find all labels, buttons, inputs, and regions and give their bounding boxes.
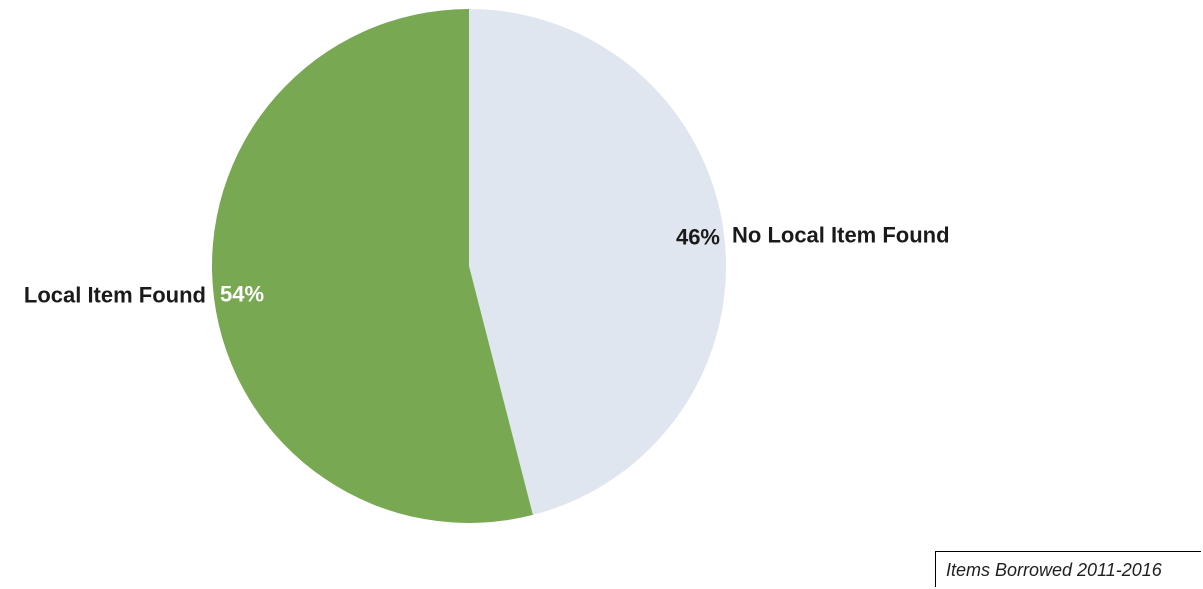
chart-caption: Items Borrowed 2011-2016 [935,551,1201,587]
pie-slice-no-local-item-found [469,9,726,515]
percent-label-no-local-item-found: 46% [676,225,720,250]
category-label-no-local-item-found: No Local Item Found [732,223,950,248]
category-label-local-item-found: Local Item Found [24,282,206,307]
percent-label-local-item-found: 54% [220,281,264,306]
pie-slice-local-item-found [211,8,533,523]
